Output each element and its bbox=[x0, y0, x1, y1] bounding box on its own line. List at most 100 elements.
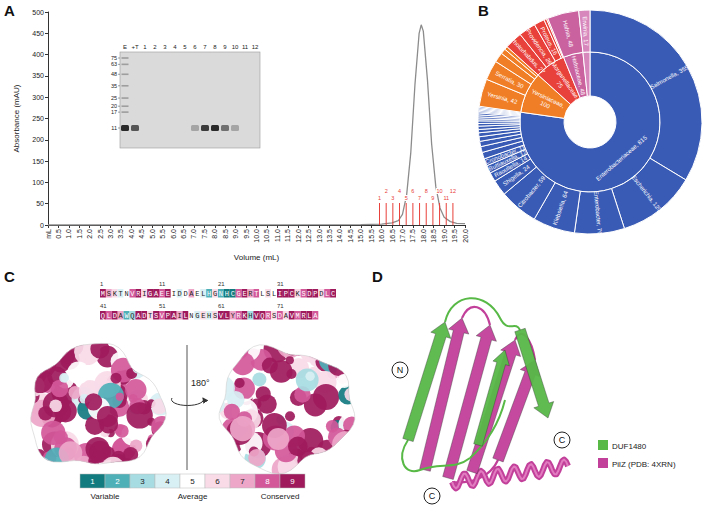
svg-text:C: C bbox=[290, 290, 294, 298]
svg-text:R: R bbox=[237, 312, 242, 320]
svg-text:75: 75 bbox=[555, 80, 564, 89]
svg-text:10: 10 bbox=[437, 188, 443, 194]
svg-text:B: B bbox=[478, 2, 489, 19]
svg-text:12.5: 12.5 bbox=[305, 229, 312, 243]
svg-text:A: A bbox=[136, 312, 141, 320]
svg-text:13.0: 13.0 bbox=[316, 229, 323, 243]
svg-text:3: 3 bbox=[140, 477, 145, 486]
svg-text:250: 250 bbox=[32, 115, 44, 122]
svg-text:A: A bbox=[172, 312, 177, 320]
svg-text:V: V bbox=[290, 312, 295, 320]
svg-text:7.5: 7.5 bbox=[201, 229, 208, 239]
svg-text:4.5: 4.5 bbox=[138, 229, 145, 239]
svg-text:L: L bbox=[325, 290, 329, 298]
svg-text:7: 7 bbox=[203, 44, 207, 50]
svg-text:21: 21 bbox=[218, 281, 225, 287]
svg-text:T: T bbox=[119, 290, 123, 298]
svg-text:13.5: 13.5 bbox=[326, 229, 333, 243]
svg-text:L: L bbox=[272, 290, 276, 298]
svg-text:6: 6 bbox=[193, 44, 197, 50]
svg-text:5.5: 5.5 bbox=[159, 229, 166, 239]
svg-text:N: N bbox=[189, 312, 193, 320]
svg-text:350: 350 bbox=[32, 72, 44, 79]
svg-text:S: S bbox=[213, 312, 217, 320]
svg-text:V: V bbox=[130, 290, 135, 298]
svg-text:E: E bbox=[166, 290, 170, 298]
svg-text:200: 200 bbox=[32, 136, 44, 143]
svg-text:P: P bbox=[166, 312, 170, 320]
svg-text:1: 1 bbox=[378, 195, 381, 201]
svg-text:K: K bbox=[242, 312, 247, 320]
svg-text:G: G bbox=[195, 312, 199, 320]
svg-text:R: R bbox=[248, 290, 253, 298]
svg-text:A: A bbox=[313, 312, 318, 320]
svg-text:180°: 180° bbox=[191, 378, 210, 388]
svg-text:N: N bbox=[397, 365, 404, 375]
svg-text:P: P bbox=[284, 290, 288, 298]
svg-text:8: 8 bbox=[425, 188, 428, 194]
svg-text:L: L bbox=[225, 312, 229, 320]
svg-text:63: 63 bbox=[111, 61, 117, 67]
svg-text:11: 11 bbox=[111, 125, 117, 131]
svg-text:1: 1 bbox=[100, 281, 104, 287]
svg-text:11.0: 11.0 bbox=[274, 229, 281, 242]
svg-text:Serratia, 30: Serratia, 30 bbox=[494, 70, 525, 90]
svg-text:41: 41 bbox=[100, 303, 107, 309]
svg-text:C: C bbox=[559, 435, 566, 445]
svg-text:H: H bbox=[207, 290, 211, 298]
svg-text:4.0: 4.0 bbox=[128, 229, 135, 239]
svg-text:L: L bbox=[201, 290, 205, 298]
svg-text:19.5: 19.5 bbox=[451, 229, 458, 243]
svg-text:75: 75 bbox=[111, 55, 117, 61]
svg-text:H: H bbox=[225, 290, 229, 298]
svg-text:S: S bbox=[154, 312, 158, 320]
svg-text:Proteus, 16: Proteus, 16 bbox=[539, 26, 559, 57]
svg-text:G: G bbox=[213, 290, 217, 298]
svg-text:2: 2 bbox=[153, 44, 157, 50]
svg-text:Absorbance (mAU): Absorbance (mAU) bbox=[12, 84, 21, 152]
svg-text:L: L bbox=[107, 312, 111, 320]
svg-text:P: P bbox=[313, 290, 317, 298]
svg-text:4: 4 bbox=[173, 44, 177, 50]
svg-text:7.0: 7.0 bbox=[190, 229, 197, 239]
svg-text:20: 20 bbox=[111, 103, 117, 109]
svg-text:T: T bbox=[254, 290, 258, 298]
svg-text:1: 1 bbox=[90, 477, 95, 486]
svg-text:C: C bbox=[231, 290, 235, 298]
svg-text:14.5: 14.5 bbox=[347, 229, 354, 243]
svg-text:2: 2 bbox=[115, 477, 120, 486]
svg-text:6: 6 bbox=[215, 477, 220, 486]
svg-text:mL: mL bbox=[45, 229, 52, 239]
svg-text:11: 11 bbox=[159, 281, 166, 287]
svg-text:Citrobacter, 59: Citrobacter, 59 bbox=[517, 174, 547, 208]
svg-text:8.0: 8.0 bbox=[211, 229, 218, 239]
svg-text:400: 400 bbox=[32, 51, 44, 58]
svg-text:Enterobacter, 76: Enterobacter, 76 bbox=[593, 191, 603, 236]
svg-text:Erwinia, 17: Erwinia, 17 bbox=[582, 16, 590, 47]
svg-text:12.0: 12.0 bbox=[295, 229, 302, 243]
svg-text:S: S bbox=[301, 290, 305, 298]
svg-text:16.5: 16.5 bbox=[389, 229, 396, 243]
svg-text:150: 150 bbox=[32, 158, 44, 165]
svg-text:V: V bbox=[219, 312, 224, 320]
svg-text:D: D bbox=[183, 290, 187, 298]
svg-text:6.5: 6.5 bbox=[180, 229, 187, 239]
svg-text:L: L bbox=[260, 290, 264, 298]
svg-text:11: 11 bbox=[443, 195, 449, 201]
svg-text:S: S bbox=[266, 290, 270, 298]
svg-text:D: D bbox=[372, 268, 383, 285]
svg-text:G: G bbox=[148, 290, 152, 298]
svg-text:S: S bbox=[107, 290, 111, 298]
svg-text:6.0: 6.0 bbox=[170, 229, 177, 239]
svg-text:K: K bbox=[113, 290, 118, 298]
svg-text:1.5: 1.5 bbox=[76, 229, 83, 239]
svg-text:12: 12 bbox=[450, 188, 456, 194]
svg-text:9: 9 bbox=[290, 477, 295, 486]
svg-text:+T: +T bbox=[131, 44, 139, 50]
svg-text:Photorhabdus, 27: Photorhabdus, 27 bbox=[509, 36, 546, 75]
svg-text:R: R bbox=[301, 312, 306, 320]
svg-text:61: 61 bbox=[218, 303, 225, 309]
svg-text:25: 25 bbox=[111, 95, 117, 101]
svg-text:G: G bbox=[237, 290, 241, 298]
svg-text:Yersinia, 42: Yersinia, 42 bbox=[486, 91, 518, 105]
